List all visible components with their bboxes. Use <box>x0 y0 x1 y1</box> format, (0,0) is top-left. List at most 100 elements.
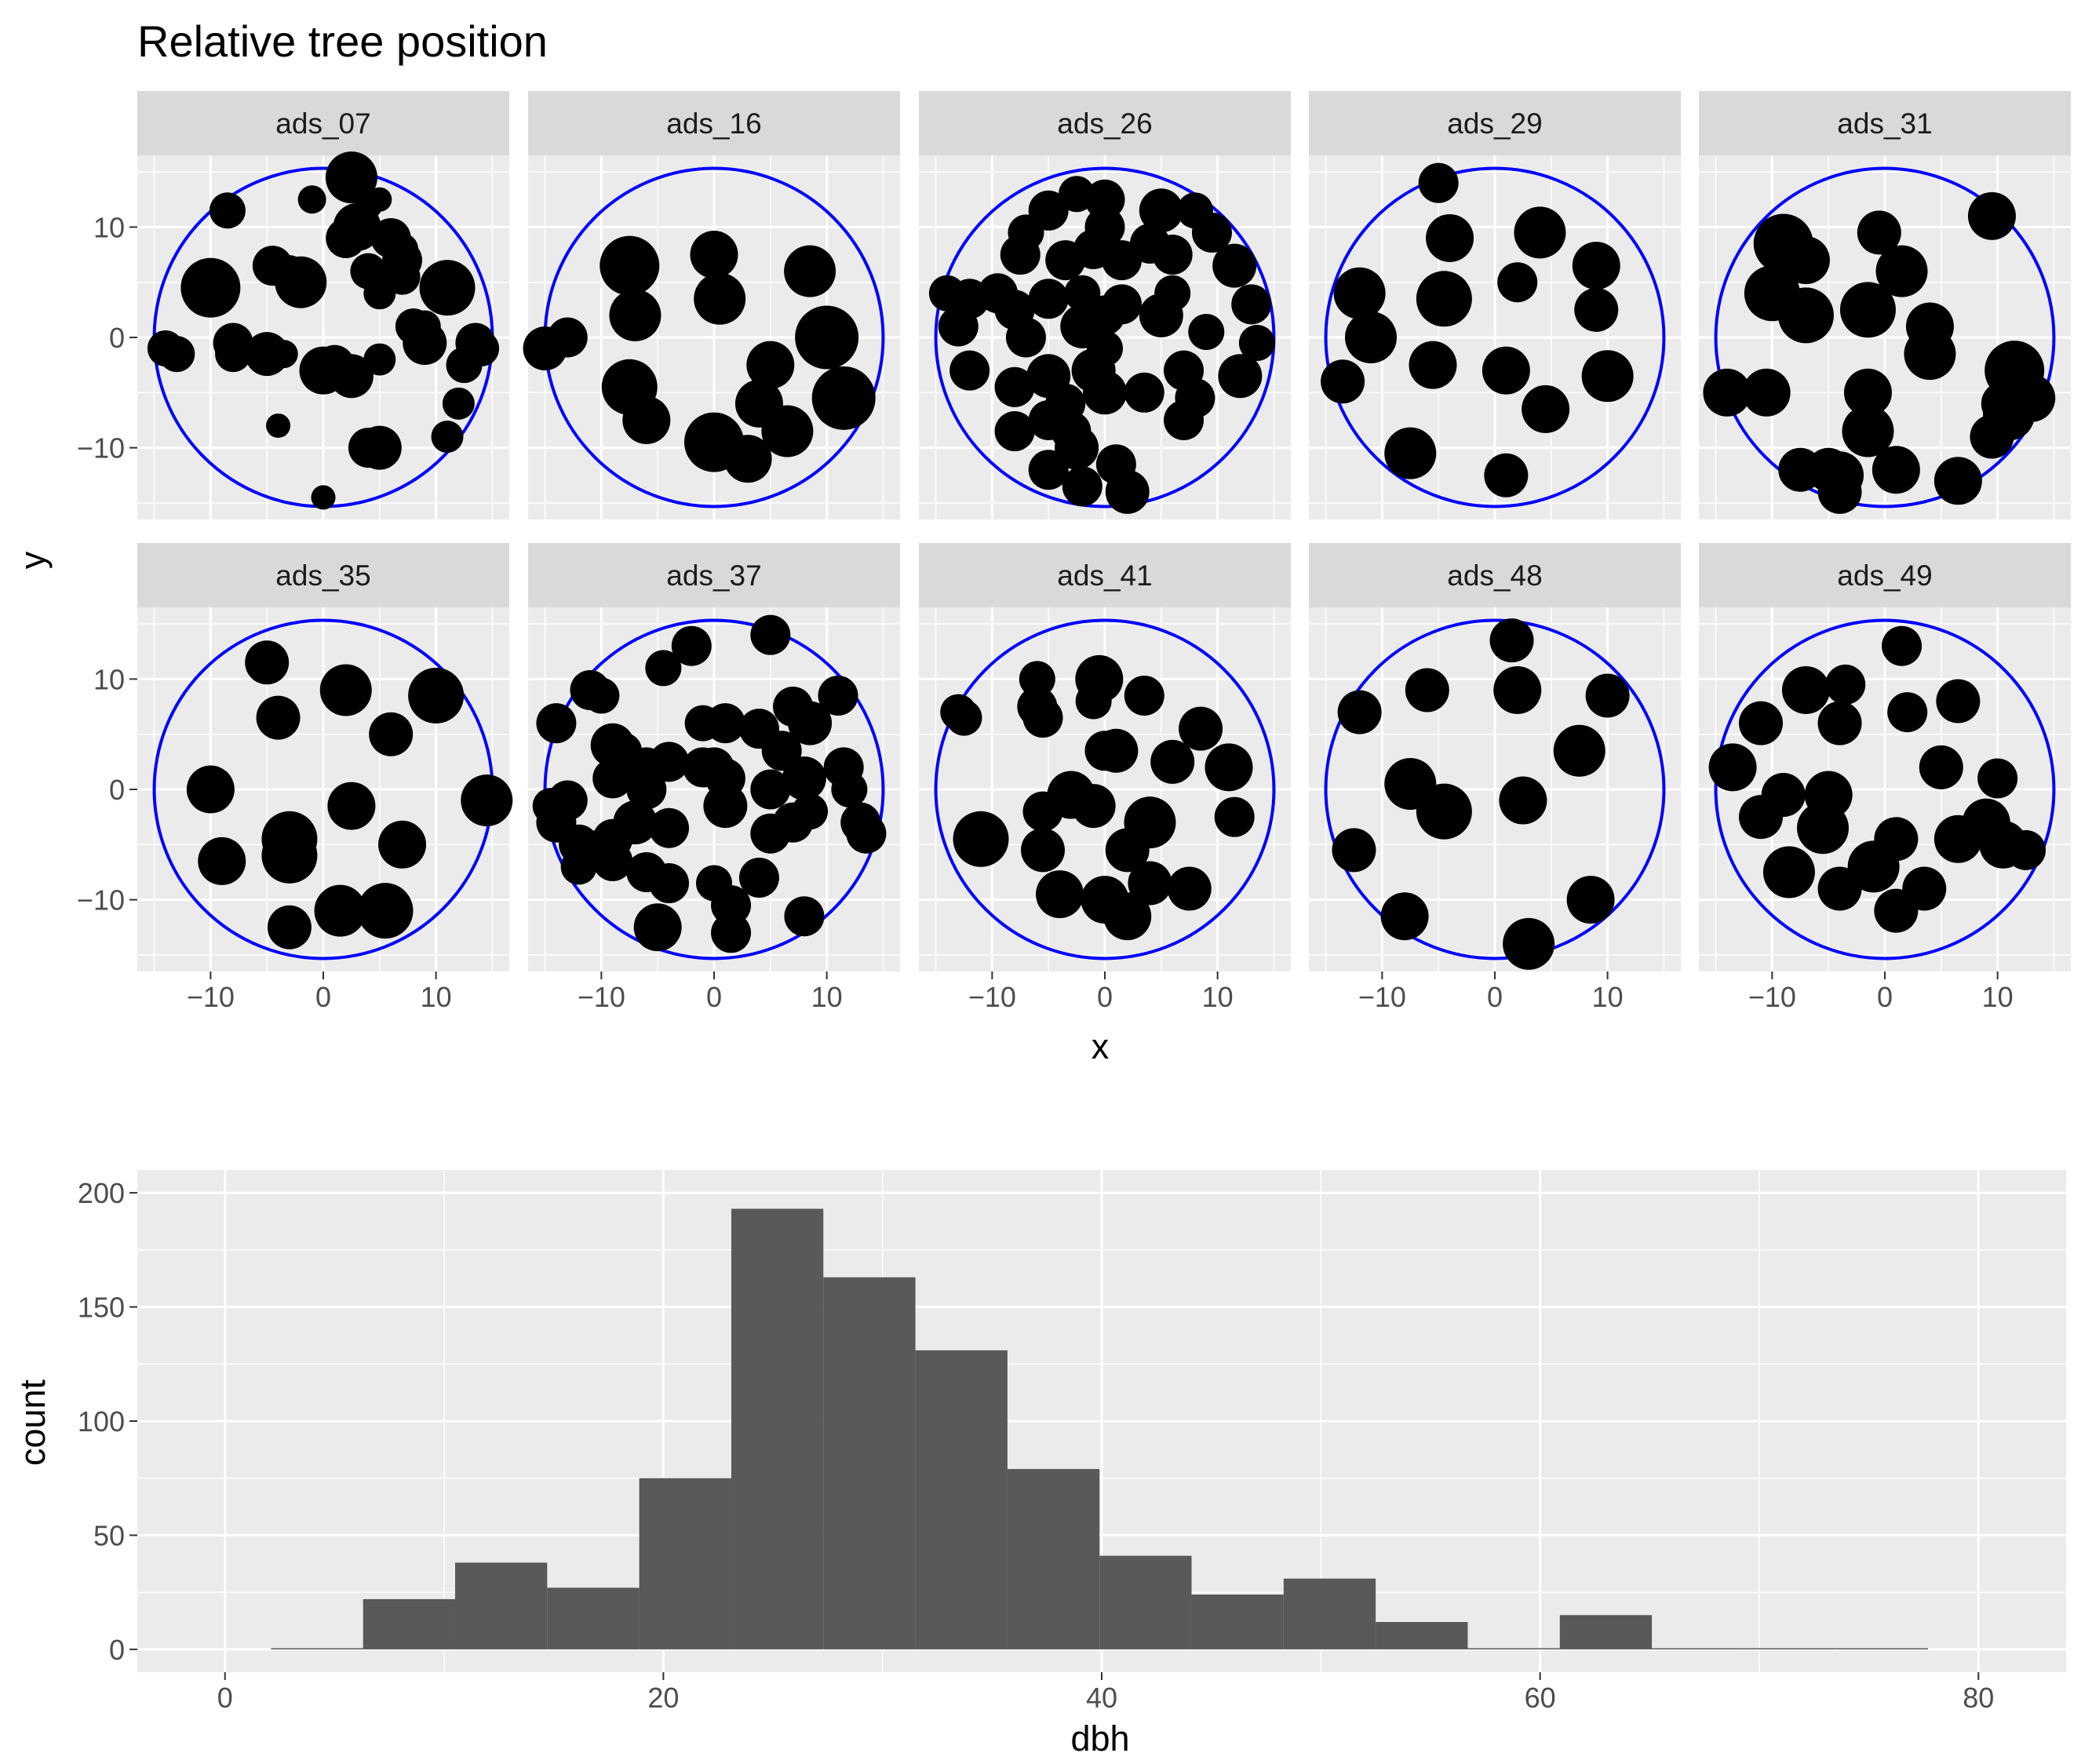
tree-point <box>1333 267 1386 319</box>
tree-point <box>1205 743 1253 792</box>
facet-panel-ads_35: ads_35 −10 0 10 −10 0 10 <box>77 543 513 1013</box>
tree-point <box>690 231 738 279</box>
tree-point <box>1574 287 1619 332</box>
x-tick-label: 40 <box>1086 1682 1117 1714</box>
histogram-bar <box>1099 1555 1192 1649</box>
tree-point <box>1482 346 1530 395</box>
tree-point <box>297 185 326 214</box>
y-tick-label: 50 <box>93 1519 125 1551</box>
tree-point <box>314 884 366 937</box>
tree-point <box>649 807 690 848</box>
tree-point <box>1028 190 1069 231</box>
tree-point <box>703 784 748 829</box>
y-tick-label: 100 <box>78 1405 125 1438</box>
tree-point <box>645 650 682 687</box>
tree-point <box>1919 745 1963 789</box>
tree-point <box>1019 661 1055 698</box>
facet-grid: ads_07 −10 0 10 ads_16 ads_26 ads_29 ads_31 ads_… <box>77 91 2071 1013</box>
tree-point <box>1585 673 1630 718</box>
tree-point <box>1075 654 1124 703</box>
histogram-bar <box>1191 1595 1284 1649</box>
tree-point <box>536 703 577 744</box>
tree-point <box>953 811 1009 867</box>
tree-point <box>1345 312 1397 363</box>
tree-point <box>1128 861 1172 906</box>
x-tick-label: 80 <box>1963 1682 1994 1714</box>
facet-strip <box>1309 543 1681 607</box>
tree-point <box>761 405 814 457</box>
tree-point <box>1977 758 2018 799</box>
tree-point <box>1380 892 1429 941</box>
tree-point <box>446 347 483 384</box>
tree-point <box>1405 668 1449 713</box>
facet-x-axis-title: x <box>1092 1026 1110 1066</box>
tree-point <box>946 699 982 736</box>
tree-point <box>1874 817 1919 862</box>
tree-point <box>386 233 419 266</box>
tree-point <box>1797 802 1849 855</box>
tree-point <box>1887 692 1928 733</box>
tree-point <box>1843 368 1892 417</box>
tree-point <box>431 421 464 454</box>
tree-point <box>1124 372 1164 413</box>
tree-point <box>1124 796 1176 849</box>
tree-point <box>1409 341 1457 389</box>
tree-point <box>1967 191 2016 240</box>
y-tick-label: 0 <box>109 774 125 806</box>
tree-point <box>1817 701 1862 745</box>
tree-point <box>626 769 667 810</box>
tree-point <box>1882 625 1923 666</box>
tree-point <box>1484 453 1529 497</box>
tree-point <box>442 387 475 420</box>
tree-point <box>994 411 1035 452</box>
tree-point <box>788 701 833 745</box>
x-tick-label: −10 <box>1358 981 1406 1013</box>
y-tick-label: 150 <box>78 1292 125 1324</box>
tree-point <box>547 780 588 821</box>
tree-point <box>613 800 658 845</box>
plot-boundary-circle <box>1324 618 1666 960</box>
facet-panel-ads_41: ads_41 −10 0 10 <box>919 543 1291 1013</box>
tree-point <box>378 820 427 869</box>
tree-point <box>1231 284 1272 325</box>
tree-point <box>1071 784 1116 829</box>
tree-point <box>1188 313 1225 350</box>
tree-point <box>792 793 829 830</box>
histogram-bar <box>823 1277 916 1649</box>
facet-panel-ads_49: ads_49 −10 0 10 <box>1699 543 2071 1013</box>
tree-point <box>1739 701 1783 745</box>
tree-point <box>267 905 312 949</box>
histogram-bar <box>1744 1648 1836 1649</box>
tree-point <box>1781 236 1830 285</box>
y-tick-label: 200 <box>78 1177 125 1209</box>
x-tick-label: 10 <box>1592 981 1624 1013</box>
tree-point <box>711 885 752 926</box>
tree-point <box>1021 828 1065 873</box>
tree-point <box>1214 796 1255 837</box>
tree-point <box>846 813 887 854</box>
x-tick-label: 10 <box>811 981 843 1013</box>
tree-point <box>325 151 377 204</box>
histogram-y-axis-title: count <box>13 1379 53 1466</box>
tree-point <box>633 903 682 952</box>
tree-point <box>811 366 876 430</box>
y-tick-label: 0 <box>109 1634 125 1666</box>
tree-point <box>994 366 1035 407</box>
tree-point <box>1139 188 1183 233</box>
tree-point <box>209 192 246 229</box>
tree-point <box>750 769 791 810</box>
histogram-bar <box>1835 1648 1929 1649</box>
facet-strip-label: ads_07 <box>275 108 370 140</box>
tree-point <box>261 827 318 884</box>
tree-point <box>1062 466 1102 507</box>
x-tick-label: 0 <box>1877 981 1893 1013</box>
y-tick-label: −10 <box>77 432 125 465</box>
tree-point <box>461 774 513 827</box>
tree-point <box>159 336 195 373</box>
tree-point <box>1936 679 1981 723</box>
facet-strip <box>1699 91 2071 155</box>
tree-point <box>1321 359 1365 404</box>
tree-point <box>1418 162 1459 203</box>
x-tick-label: 10 <box>1982 981 2014 1013</box>
